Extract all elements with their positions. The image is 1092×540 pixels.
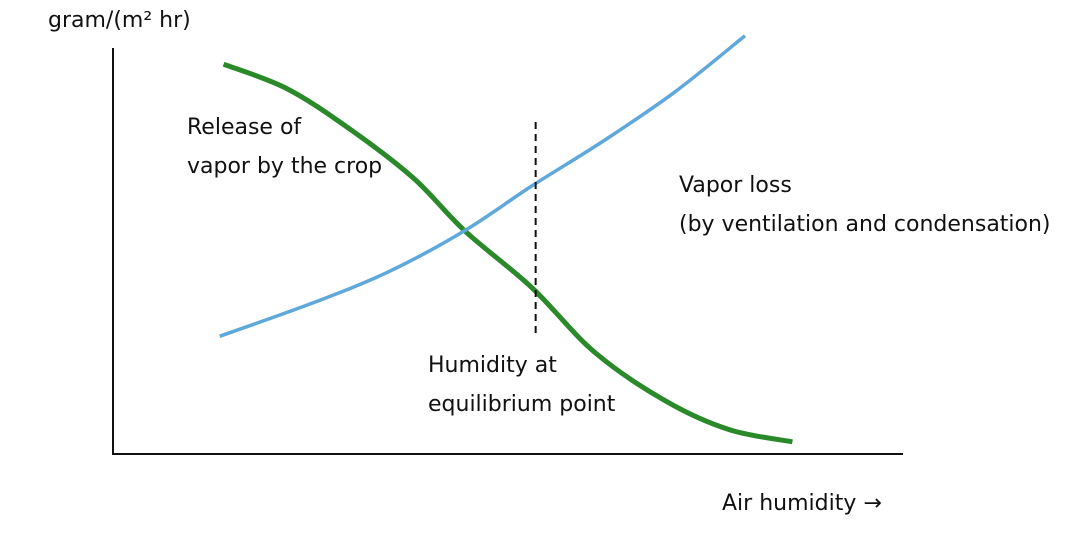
series-release-line	[222, 61, 793, 445]
annotation-vapor-loss-line-2: (by ventilation and condensation)	[679, 212, 1051, 237]
annotation-equilibrium-line-1: Humidity at	[428, 353, 557, 378]
series-loss-line	[219, 34, 747, 338]
annotation-equilibrium: Humidity at equilibrium point	[428, 346, 615, 424]
annotation-equilibrium-line-2: equilibrium point	[428, 392, 616, 417]
x-axis-label: Air humidity →	[722, 491, 882, 516]
annotation-release-line-1: Release of	[187, 115, 302, 140]
annotation-vapor-loss-line-1: Vapor loss	[679, 173, 792, 198]
annotation-release-line-2: vapor by the crop	[187, 154, 383, 179]
series-layer	[219, 34, 793, 445]
annotation-vapor-loss: Vapor loss (by ventilation and condensat…	[679, 166, 1051, 244]
y-axis-label: gram/(m² hr)	[48, 8, 191, 33]
axes	[112, 48, 903, 455]
annotation-release: Release of vapor by the crop	[187, 108, 382, 186]
